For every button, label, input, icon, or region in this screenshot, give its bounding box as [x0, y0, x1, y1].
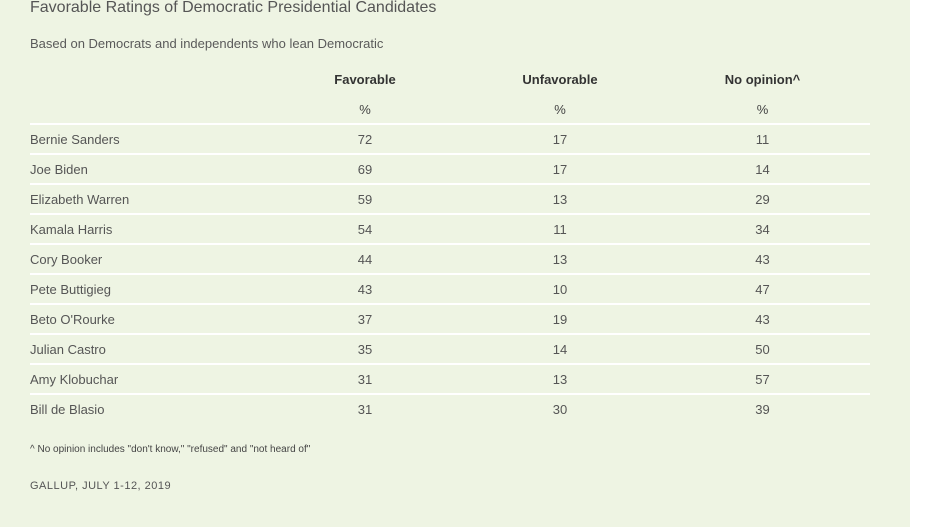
- no-opinion-value: 39: [755, 401, 770, 417]
- candidate-name: Bill de Blasio: [30, 401, 105, 417]
- favorable-value: 72: [265, 124, 465, 155]
- table-row: Pete Buttigieg 43 10 47: [30, 274, 870, 305]
- no-opinion-value: 47: [655, 274, 870, 305]
- candidate-name: Elizabeth Warren: [30, 184, 265, 215]
- ratings-table: Favorable Unfavorable No opinion^ % % % …: [30, 63, 870, 423]
- unit-favorable: %: [265, 95, 465, 125]
- column-header-no-opinion: No opinion^: [724, 71, 801, 87]
- header-blank: [30, 63, 265, 95]
- candidate-name: Julian Castro: [30, 334, 265, 365]
- favorable-value: 69: [265, 154, 465, 185]
- unit-blank: [30, 95, 265, 125]
- table-row: Cory Booker 44 13 43: [30, 244, 870, 275]
- candidate-name: Amy Klobuchar: [30, 364, 265, 395]
- table-row: Elizabeth Warren 59 13 29: [30, 184, 870, 215]
- unfavorable-value: 17: [465, 124, 655, 155]
- table-row: Bill de Blasio 31 30 39: [30, 394, 870, 423]
- column-header-favorable: Favorable: [334, 71, 396, 87]
- unfavorable-value: 14: [465, 334, 655, 365]
- candidate-name: Pete Buttigieg: [30, 274, 265, 305]
- no-opinion-value: 14: [655, 154, 870, 185]
- favorable-value: 31: [265, 364, 465, 395]
- unfavorable-value: 13: [465, 364, 655, 395]
- favorable-value: 59: [265, 184, 465, 215]
- unfavorable-value: 13: [465, 184, 655, 215]
- table-body: Bernie Sanders 72 17 11 Joe Biden 69 17 14 Eliza…: [30, 124, 870, 423]
- unfavorable-value: 30: [552, 401, 568, 417]
- table-row: Amy Klobuchar 31 13 57: [30, 364, 870, 395]
- chart-panel: Favorable Ratings of Democratic Presiden…: [0, 0, 910, 527]
- no-opinion-value: 11: [655, 124, 870, 155]
- favorable-value: 37: [265, 304, 465, 335]
- no-opinion-value: 50: [655, 334, 870, 365]
- no-opinion-value: 34: [655, 214, 870, 245]
- candidate-name: Cory Booker: [30, 244, 265, 275]
- table-row: Joe Biden 69 17 14: [30, 154, 870, 185]
- favorable-value: 35: [265, 334, 465, 365]
- no-opinion-value: 29: [655, 184, 870, 215]
- unfavorable-value: 19: [465, 304, 655, 335]
- candidate-name: Joe Biden: [30, 154, 265, 185]
- table-row: Bernie Sanders 72 17 11: [30, 124, 870, 155]
- unfavorable-value: 10: [465, 274, 655, 305]
- table-row: Beto O'Rourke 37 19 43: [30, 304, 870, 335]
- unfavorable-value: 17: [465, 154, 655, 185]
- no-opinion-value: 43: [655, 304, 870, 335]
- candidate-name: Kamala Harris: [30, 214, 265, 245]
- candidate-name: Beto O'Rourke: [30, 304, 265, 335]
- unfavorable-value: 13: [465, 244, 655, 275]
- chart-subtitle: Based on Democrats and independents who …: [30, 36, 384, 51]
- favorable-value: 43: [265, 274, 465, 305]
- favorable-value: 31: [357, 401, 373, 417]
- no-opinion-value: 57: [655, 364, 870, 395]
- unit-no-opinion: %: [655, 95, 870, 125]
- footnote: ^ No opinion includes "don't know," "ref…: [30, 444, 311, 455]
- unit-unfavorable: %: [465, 95, 655, 125]
- table-row: Kamala Harris 54 11 34: [30, 214, 870, 245]
- candidate-name: Bernie Sanders: [30, 124, 265, 155]
- header-row: Favorable Unfavorable No opinion^: [30, 63, 870, 95]
- table-row: Julian Castro 35 14 50: [30, 334, 870, 365]
- unit-row: % % %: [30, 95, 870, 125]
- source-credit: GALLUP, JULY 1-12, 2019: [30, 480, 172, 492]
- chart-title: Favorable Ratings of Democratic Presiden…: [30, 0, 437, 16]
- unfavorable-value: 11: [465, 214, 655, 245]
- column-header-unfavorable: Unfavorable: [522, 71, 598, 87]
- favorable-value: 44: [265, 244, 465, 275]
- favorable-value: 54: [265, 214, 465, 245]
- no-opinion-value: 43: [655, 244, 870, 275]
